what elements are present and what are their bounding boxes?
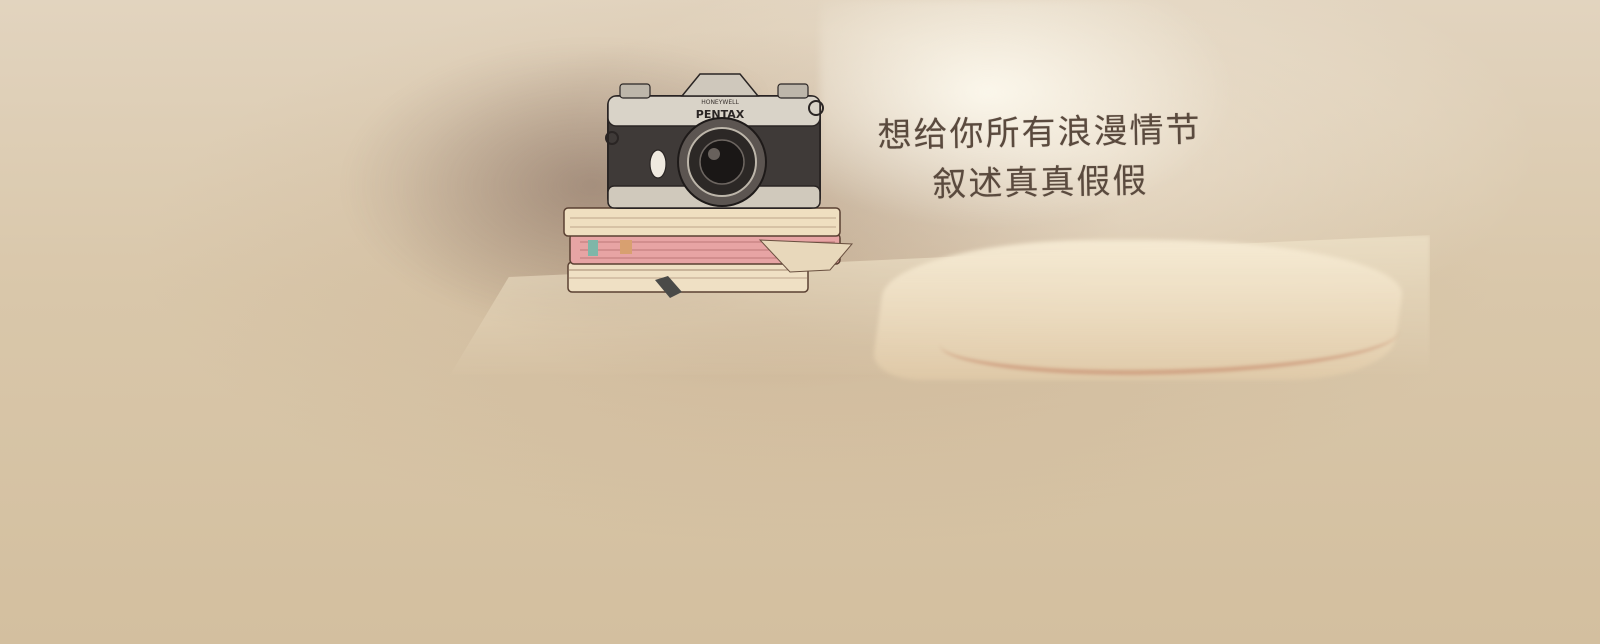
tab-marker [620,240,632,254]
shutter-dial [777,83,809,99]
lens-glass [699,139,745,185]
quote-line-2: 叙述真真假假 [932,161,1149,205]
strap-lug [808,100,824,116]
magazine-edge [940,300,1400,375]
bottom-book [567,261,809,293]
bookmark-ribbon [655,276,682,298]
vintage-camera-illustration: HONEYWELL PENTAX [605,73,824,209]
camera-brand-label: PENTAX [696,108,745,121]
rewind-knob [619,83,651,99]
self-timer-lever [649,149,667,179]
camera-maker-label: HONEYWELL [701,99,739,106]
strap-lug [605,131,619,145]
prism-housing [680,73,760,97]
window-light [820,0,1240,230]
handwritten-quote: 想给你所有浪漫情节 叙述真真假假 [869,105,1211,211]
lens-reflection [708,148,720,160]
quote-line-1: 想给你所有浪漫情节 [877,110,1202,156]
tab-marker [588,240,598,256]
loose-page [758,239,854,273]
book-stack [563,207,854,298]
